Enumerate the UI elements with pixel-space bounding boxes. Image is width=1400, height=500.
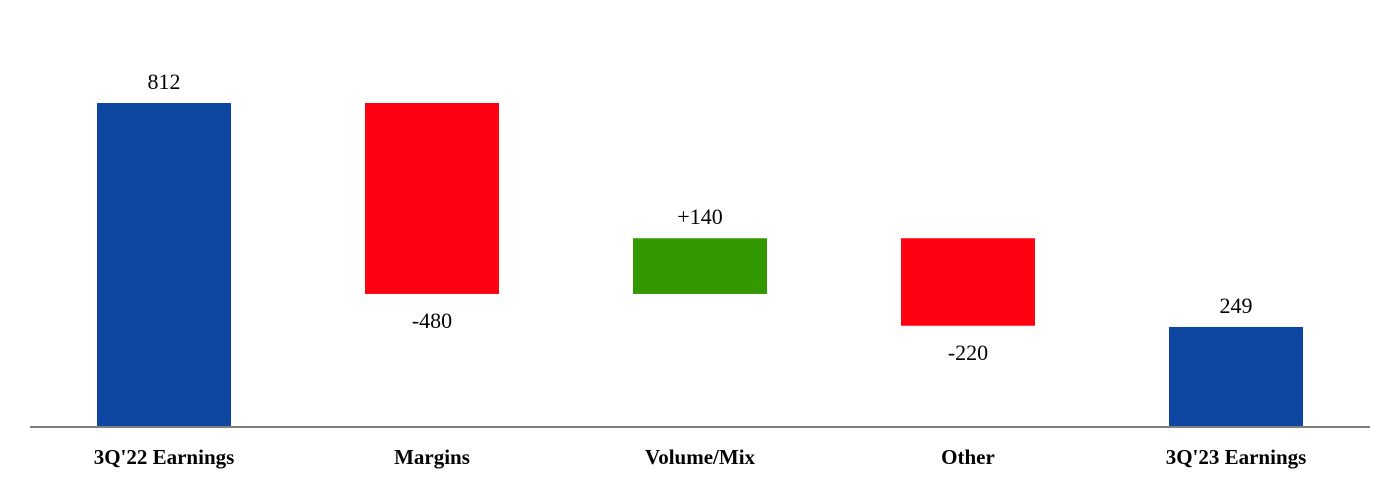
bar-margins [365, 103, 499, 294]
data-labels-group: 812 -480 +140 -220 249 [148, 69, 1253, 365]
data-label-3q-23-earnings: 249 [1220, 293, 1253, 318]
bar-3q-22-earnings [97, 103, 231, 426]
category-label-3q-23-earnings: 3Q'23 Earnings [1166, 445, 1307, 469]
category-label-3q-22-earnings: 3Q'22 Earnings [94, 445, 235, 469]
category-labels-group: 3Q'22 Earnings Margins Volume/Mix Other 3Q'2… [94, 445, 1307, 469]
bars-group [97, 103, 1303, 426]
bar-3q-23-earnings [1169, 326, 1303, 426]
category-label-other: Other [941, 445, 995, 469]
category-label-margins: Margins [394, 445, 470, 469]
bar-other [901, 238, 1035, 326]
data-label-3q-22-earnings: 812 [148, 69, 181, 94]
bar-volume-mix [633, 238, 767, 294]
data-label-other: -220 [948, 340, 988, 365]
data-label-volume-mix: +140 [677, 204, 722, 229]
category-label-volume-mix: Volume/Mix [645, 445, 756, 469]
data-label-margins: -480 [412, 308, 452, 333]
